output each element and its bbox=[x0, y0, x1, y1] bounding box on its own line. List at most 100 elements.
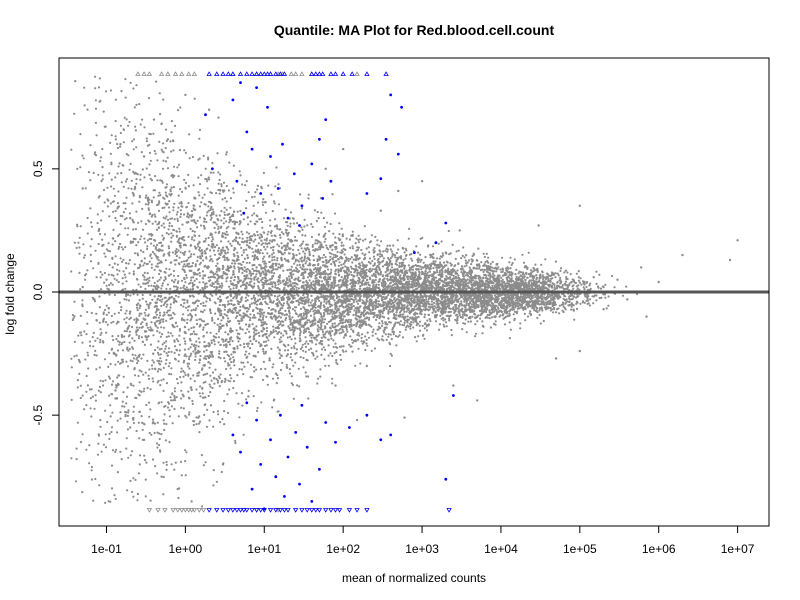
data-point bbox=[140, 336, 143, 339]
data-point bbox=[368, 284, 371, 287]
data-point bbox=[269, 246, 273, 249]
data-point bbox=[409, 271, 412, 274]
data-point bbox=[375, 318, 378, 321]
data-point bbox=[124, 415, 127, 418]
data-point bbox=[163, 350, 166, 353]
data-point bbox=[133, 339, 136, 342]
data-point bbox=[253, 254, 257, 257]
data-point bbox=[154, 348, 157, 352]
data-point bbox=[235, 392, 238, 395]
data-point bbox=[149, 159, 152, 162]
data-point bbox=[162, 475, 165, 479]
data-point bbox=[237, 340, 240, 343]
data-point bbox=[252, 251, 255, 254]
data-point bbox=[113, 293, 116, 297]
data-point bbox=[296, 264, 299, 267]
data-point bbox=[110, 426, 114, 429]
data-point bbox=[277, 183, 280, 186]
data-point bbox=[249, 335, 252, 338]
data-point bbox=[462, 246, 465, 249]
data-point bbox=[232, 187, 235, 190]
data-point bbox=[209, 249, 212, 252]
data-point bbox=[309, 314, 313, 317]
data-point bbox=[464, 259, 467, 262]
data-point bbox=[165, 335, 168, 338]
data-point bbox=[249, 277, 252, 280]
data-point bbox=[122, 211, 125, 214]
data-point bbox=[164, 146, 167, 150]
data-point bbox=[324, 364, 327, 367]
data-point bbox=[349, 335, 352, 338]
data-point bbox=[165, 232, 168, 235]
data-point bbox=[430, 300, 433, 303]
data-point bbox=[169, 287, 172, 290]
data-point bbox=[122, 270, 125, 273]
data-point bbox=[241, 183, 244, 186]
data-point bbox=[320, 353, 323, 356]
data-point bbox=[132, 270, 135, 273]
data-point bbox=[522, 261, 526, 264]
data-point bbox=[158, 191, 161, 194]
data-point bbox=[168, 224, 171, 227]
data-point bbox=[425, 329, 428, 332]
data-point bbox=[78, 236, 81, 239]
data-point bbox=[116, 202, 120, 205]
data-point bbox=[290, 338, 293, 341]
data-point bbox=[185, 286, 188, 289]
data-point bbox=[158, 272, 161, 276]
data-point bbox=[605, 307, 608, 310]
data-point bbox=[188, 367, 191, 370]
data-point bbox=[483, 268, 486, 272]
data-point bbox=[354, 364, 357, 367]
data-point bbox=[204, 357, 208, 360]
data-point bbox=[175, 396, 178, 399]
data-point bbox=[338, 311, 341, 314]
data-point bbox=[247, 191, 250, 194]
data-point bbox=[431, 278, 434, 281]
data-point bbox=[163, 413, 166, 416]
data-point bbox=[324, 276, 327, 279]
data-point bbox=[349, 257, 352, 261]
data-point bbox=[264, 269, 267, 272]
data-point bbox=[184, 181, 188, 184]
data-point bbox=[162, 366, 165, 369]
data-point bbox=[99, 338, 102, 341]
data-point bbox=[120, 335, 124, 339]
data-point bbox=[331, 317, 334, 321]
data-point bbox=[156, 346, 159, 349]
data-point bbox=[422, 261, 425, 264]
data-point bbox=[336, 324, 339, 327]
data-point bbox=[187, 282, 191, 285]
data-point bbox=[323, 240, 326, 243]
data-point bbox=[204, 373, 207, 376]
data-point bbox=[261, 201, 264, 204]
data-point bbox=[253, 298, 256, 301]
data-point bbox=[508, 337, 511, 340]
data-point bbox=[225, 324, 229, 327]
data-point bbox=[212, 338, 215, 341]
data-point bbox=[245, 350, 248, 353]
data-point bbox=[335, 350, 338, 354]
data-point bbox=[168, 362, 171, 365]
data-point bbox=[203, 309, 206, 312]
data-point bbox=[180, 190, 184, 193]
data-point bbox=[488, 301, 491, 304]
data-point bbox=[186, 318, 189, 321]
data-point bbox=[113, 277, 116, 280]
data-point bbox=[151, 298, 154, 301]
data-point bbox=[264, 300, 267, 303]
data-point bbox=[251, 264, 254, 267]
data-point bbox=[237, 402, 240, 405]
data-point bbox=[238, 309, 241, 312]
data-point bbox=[219, 421, 222, 424]
data-point bbox=[167, 228, 170, 231]
data-point bbox=[300, 247, 303, 250]
data-point bbox=[392, 317, 395, 320]
data-point bbox=[432, 253, 435, 256]
data-point bbox=[187, 328, 190, 331]
data-point bbox=[370, 234, 373, 237]
data-point bbox=[279, 336, 283, 339]
data-point bbox=[331, 258, 334, 261]
data-point bbox=[510, 263, 513, 266]
data-point bbox=[266, 375, 269, 378]
